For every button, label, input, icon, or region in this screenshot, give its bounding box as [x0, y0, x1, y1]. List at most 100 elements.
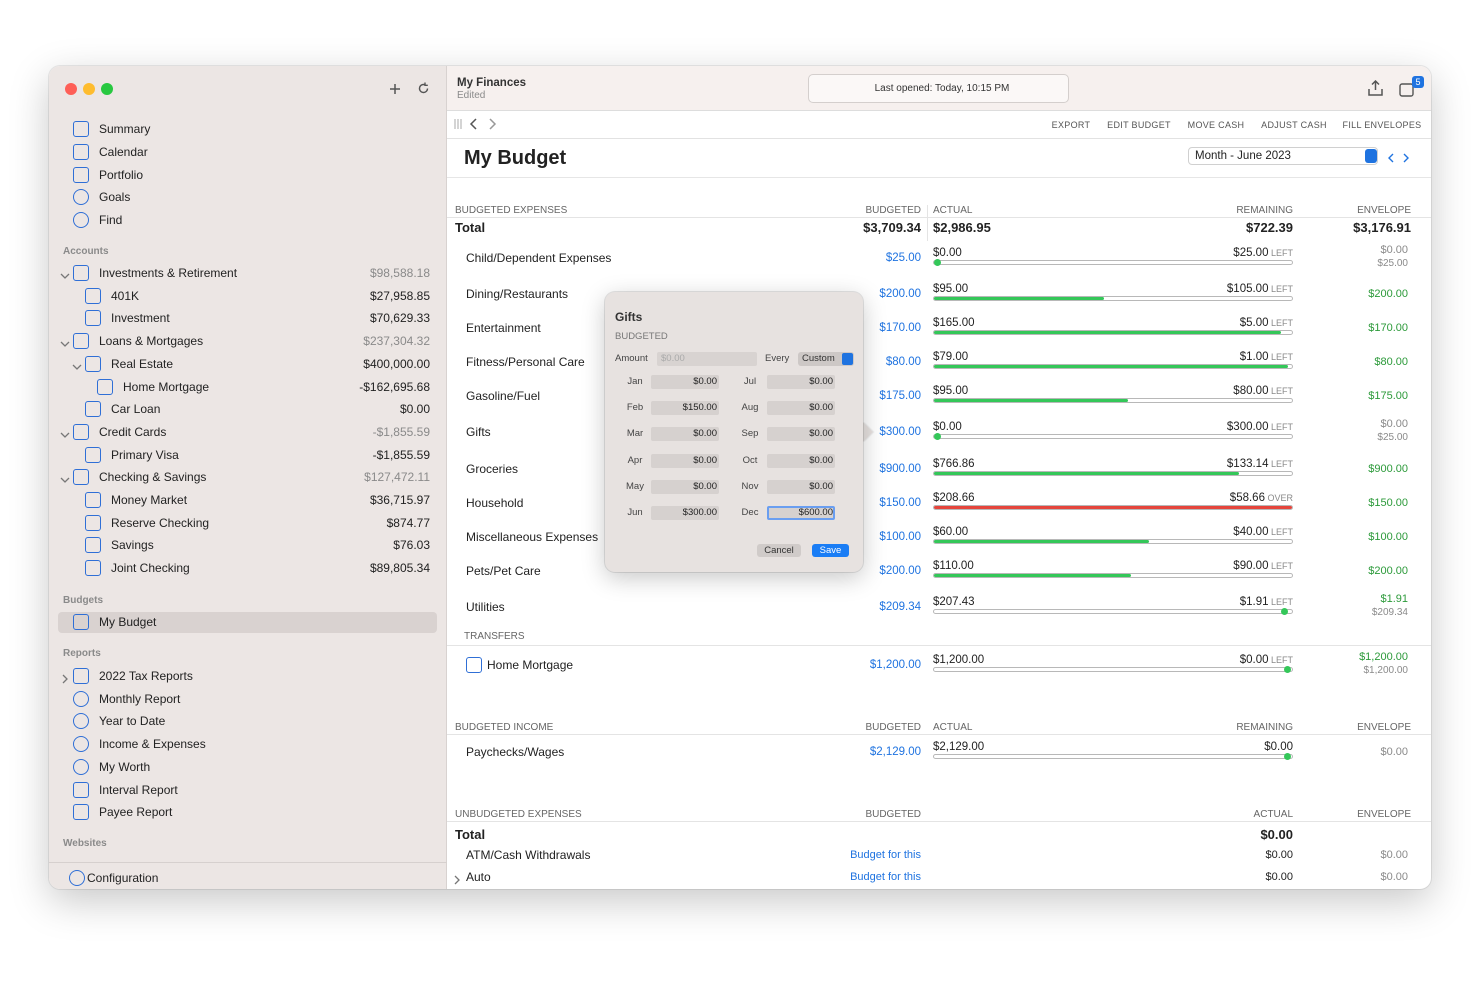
- account-name[interactable]: Investment: [111, 311, 170, 326]
- month-field[interactable]: [767, 479, 835, 494]
- budgeted-amount[interactable]: $80.00: [885, 356, 921, 368]
- account-name[interactable]: Loans & Mortgages: [99, 334, 204, 349]
- forward-icon[interactable]: [487, 118, 497, 130]
- toolbar-button[interactable]: EDIT BUDGET: [1107, 120, 1171, 130]
- month-field[interactable]: [767, 506, 835, 520]
- nav-item[interactable]: Summary: [99, 122, 151, 136]
- report-item[interactable]: My Worth: [99, 759, 151, 774]
- budgeted-amount[interactable]: $209.34: [879, 601, 921, 613]
- report-item[interactable]: Year to Date: [99, 714, 166, 729]
- nav-item[interactable]: Find: [99, 213, 123, 227]
- report-item[interactable]: Monthly Report: [99, 691, 181, 706]
- month-field[interactable]: [651, 401, 719, 416]
- account-name[interactable]: 401K: [111, 288, 140, 303]
- calendar-icon[interactable]: [1399, 82, 1415, 97]
- report-item[interactable]: Payee Report: [99, 805, 173, 820]
- budgeted-amount[interactable]: $25.00: [885, 252, 921, 264]
- budget-link[interactable]: Budget for this: [850, 871, 921, 883]
- close-button[interactable]: [65, 83, 77, 95]
- remaining-cell: $105.00 LEFT: [793, 280, 1293, 298]
- budgeted-amount[interactable]: $170.00: [879, 322, 921, 334]
- refresh-glyph: [418, 82, 429, 94]
- report-icon: [73, 804, 89, 821]
- toolbar-button[interactable]: FILL ENVELOPES: [1342, 120, 1422, 130]
- budget-link[interactable]: Budget for this: [850, 849, 921, 861]
- period-arrows[interactable]: [1386, 151, 1412, 163]
- nav-item[interactable]: Goals: [99, 190, 131, 204]
- account-icon: [73, 469, 89, 486]
- account-name[interactable]: Investments & Retirement: [99, 266, 238, 280]
- amount-label: Amount: [615, 353, 648, 364]
- account-name[interactable]: Reserve Checking: [111, 515, 210, 530]
- budget-item[interactable]: My Budget: [99, 615, 157, 629]
- account-name[interactable]: Checking & Savings: [99, 470, 207, 485]
- month-field[interactable]: [767, 401, 835, 416]
- category-name: Utilities: [466, 600, 505, 614]
- month-field[interactable]: [651, 453, 719, 468]
- budgeted-amount[interactable]: $150.00: [879, 497, 921, 509]
- account-name[interactable]: Savings: [111, 538, 154, 553]
- add-icon[interactable]: [389, 83, 401, 95]
- month-field[interactable]: [651, 479, 719, 494]
- save-button[interactable]: Save: [812, 544, 849, 557]
- configuration-button[interactable]: Configuration: [87, 871, 159, 885]
- column-divider: [927, 205, 928, 241]
- account-name[interactable]: Joint Checking: [111, 561, 190, 576]
- every-select[interactable]: [798, 352, 854, 366]
- month-field[interactable]: [767, 427, 835, 442]
- back-icon[interactable]: [469, 118, 479, 130]
- nav-item[interactable]: Calendar: [99, 145, 148, 159]
- report-item[interactable]: Interval Report: [99, 782, 178, 797]
- budgeted-amount[interactable]: $300.00: [879, 426, 921, 438]
- budgeted-amount[interactable]: $100.00: [879, 531, 921, 543]
- cancel-button[interactable]: Cancel: [757, 544, 801, 557]
- remaining-value: $5.00: [1239, 317, 1269, 329]
- toolbar-button[interactable]: MOVE CASH: [1187, 120, 1245, 130]
- month-field[interactable]: [651, 427, 719, 442]
- sidebar-toggle-icon[interactable]: [453, 118, 465, 130]
- budgeted-amount[interactable]: $900.00: [879, 463, 921, 475]
- month-field[interactable]: [767, 453, 835, 468]
- budgeted-amount[interactable]: $1,200.00: [869, 659, 921, 671]
- progress-fill: [934, 365, 1288, 368]
- column-header: ENVELOPE: [1357, 205, 1411, 216]
- budgeted-amount[interactable]: $2,129.00: [869, 746, 921, 758]
- amount-field[interactable]: [657, 352, 757, 366]
- budgeted-amount[interactable]: $175.00: [879, 390, 921, 402]
- budget-icon: [73, 614, 89, 630]
- account-name[interactable]: Home Mortgage: [123, 379, 210, 394]
- month-field[interactable]: [767, 375, 835, 389]
- month-field[interactable]: [651, 375, 719, 389]
- refresh-icon[interactable]: [417, 82, 430, 95]
- nav-icon: [73, 167, 89, 183]
- toolbar-button[interactable]: EXPORT: [1051, 120, 1091, 130]
- period-select[interactable]: [1188, 147, 1378, 165]
- account-name[interactable]: Real Estate: [111, 356, 174, 371]
- budgeted-amount[interactable]: $200.00: [879, 288, 921, 300]
- category-name: Child/Dependent Expenses: [466, 251, 612, 265]
- report-item[interactable]: 2022 Tax Reports: [99, 669, 193, 683]
- account-name[interactable]: Primary Visa: [111, 447, 179, 462]
- account-balance: $36,715.97: [369, 493, 430, 507]
- zoom-button[interactable]: [101, 83, 113, 95]
- envelope-amount: $150.00: [1368, 497, 1408, 509]
- toolbar-button[interactable]: ADJUST CASH: [1261, 120, 1327, 130]
- share-icon[interactable]: [1367, 80, 1384, 97]
- month-label: May: [626, 480, 644, 492]
- account-name[interactable]: Money Market: [111, 493, 188, 507]
- actual-amount: $79.00: [933, 351, 969, 363]
- account-name[interactable]: Credit Cards: [99, 424, 167, 439]
- minimize-button[interactable]: [83, 83, 95, 95]
- section-divider: [447, 821, 1431, 822]
- nav-item[interactable]: Portfolio: [99, 168, 144, 182]
- actual-amount: $0.00: [933, 247, 962, 259]
- chevron-glyph: [454, 875, 460, 885]
- report-item[interactable]: Income & Expenses: [99, 737, 206, 752]
- app-window: [49, 66, 1431, 889]
- budgeted-amount[interactable]: $200.00: [879, 565, 921, 577]
- account-name[interactable]: Car Loan: [111, 402, 161, 417]
- remaining-value: $1.00: [1239, 351, 1269, 363]
- envelope-note: $1,200.00: [1363, 665, 1409, 676]
- month-field[interactable]: [651, 506, 719, 520]
